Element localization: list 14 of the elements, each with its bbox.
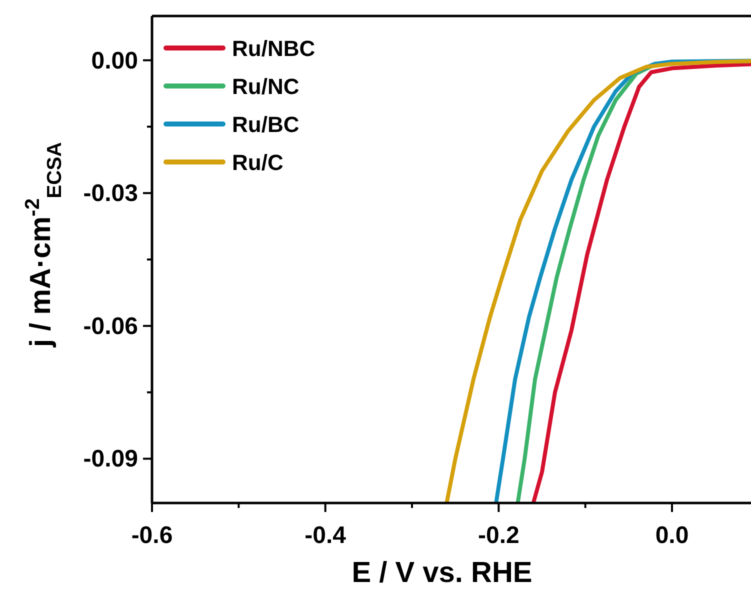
legend-label: Ru/NBC	[232, 36, 316, 61]
x-tick-label: 0.0	[655, 522, 689, 549]
legend-label: Ru/BC	[232, 112, 300, 137]
y-tick-label: -0.06	[83, 312, 138, 340]
legend-label: Ru/NC	[232, 74, 300, 99]
y-tick-label: -0.09	[83, 446, 138, 473]
x-tick-label: -0.6	[131, 522, 173, 549]
y-tick-label: -0.03	[83, 180, 138, 208]
x-axis-title: E / V vs. RHE	[352, 557, 532, 589]
y-tick-label: 0.00	[91, 47, 138, 74]
x-tick-label: -0.2	[478, 522, 520, 549]
line-series	[444, 59, 751, 503]
legend-label: Ru/C	[232, 150, 284, 175]
x-tick-label: -0.4	[304, 522, 347, 549]
